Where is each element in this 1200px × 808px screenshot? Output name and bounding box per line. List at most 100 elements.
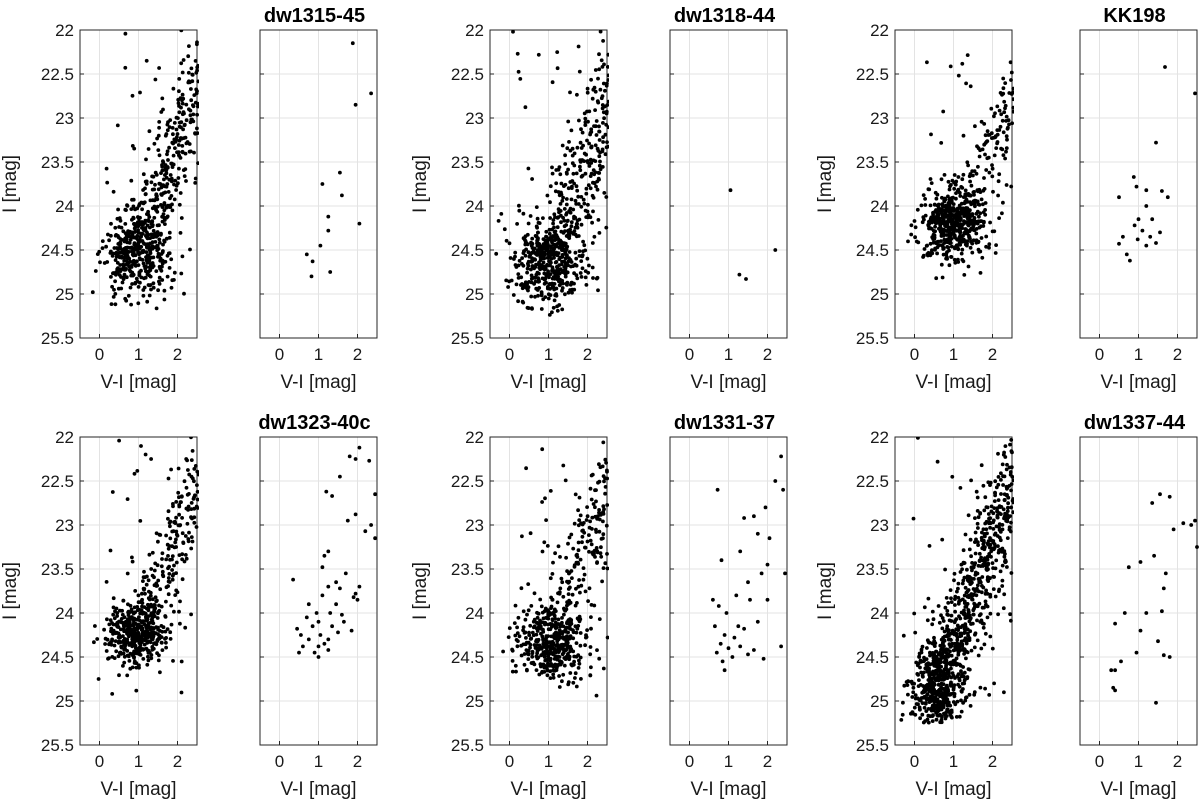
data-point xyxy=(127,616,132,620)
data-point xyxy=(540,500,544,504)
data-point xyxy=(585,514,590,519)
data-point xyxy=(316,619,321,624)
data-point xyxy=(174,137,179,142)
data-point xyxy=(114,630,119,635)
data-point xyxy=(584,152,588,157)
y-tick-label: 23.5 xyxy=(451,560,484,579)
data-point xyxy=(338,170,342,175)
data-point xyxy=(965,53,970,57)
data-point xyxy=(985,604,990,609)
data-point xyxy=(1161,586,1166,591)
data-point xyxy=(129,302,134,307)
data-point xyxy=(600,464,605,469)
data-point xyxy=(548,576,553,581)
data-point xyxy=(590,220,594,225)
data-point xyxy=(959,674,964,679)
data-point xyxy=(567,250,572,254)
data-point xyxy=(98,260,102,265)
data-point xyxy=(515,222,519,226)
data-point xyxy=(969,202,974,207)
data-point xyxy=(568,646,573,651)
data-point xyxy=(120,280,125,285)
data-point xyxy=(965,602,970,606)
data-point xyxy=(312,650,317,655)
data-point xyxy=(182,122,187,127)
data-point xyxy=(562,612,566,617)
data-point xyxy=(965,615,969,620)
data-point xyxy=(941,673,946,677)
data-point xyxy=(1010,498,1014,503)
data-point xyxy=(107,622,112,627)
data-point xyxy=(951,213,956,218)
data-point xyxy=(174,545,179,549)
data-point xyxy=(1161,653,1166,658)
data-point xyxy=(599,58,604,63)
data-point xyxy=(1138,628,1143,633)
data-point xyxy=(934,671,939,676)
y-tick-label: 25 xyxy=(55,285,74,304)
data-point xyxy=(995,509,999,514)
data-point xyxy=(913,630,918,635)
data-point xyxy=(160,250,165,255)
data-point xyxy=(995,128,1000,133)
data-point xyxy=(939,177,944,182)
data-point xyxy=(975,540,980,545)
data-point xyxy=(982,142,987,147)
data-point xyxy=(589,542,594,547)
data-point xyxy=(994,146,999,151)
data-point xyxy=(602,191,607,195)
data-point xyxy=(1000,211,1004,216)
data-point xyxy=(949,613,954,618)
data-point xyxy=(997,522,1002,527)
data-point xyxy=(560,281,565,286)
data-point xyxy=(1004,114,1009,119)
y-tick-label: 24 xyxy=(55,604,74,623)
data-point xyxy=(351,595,356,600)
data-point xyxy=(155,244,160,248)
data-point xyxy=(966,513,971,518)
data-point xyxy=(985,554,990,559)
data-point xyxy=(603,485,608,489)
data-point xyxy=(988,525,992,530)
data-point xyxy=(111,596,116,601)
data-point xyxy=(1009,78,1013,82)
data-point xyxy=(132,222,137,226)
data-point xyxy=(926,596,931,601)
panel-title: dw1318-44 xyxy=(674,5,776,27)
data-point xyxy=(960,177,965,182)
y-axis-label: I [mag] xyxy=(410,562,431,620)
data-point xyxy=(535,288,540,292)
data-point xyxy=(984,527,989,532)
data-point xyxy=(939,637,944,642)
data-point xyxy=(564,555,568,560)
data-point xyxy=(555,66,560,71)
data-point xyxy=(128,666,133,671)
data-point xyxy=(996,612,1000,617)
data-point xyxy=(132,471,137,476)
data-point xyxy=(927,544,932,548)
data-point xyxy=(596,76,600,81)
data-point xyxy=(781,487,785,492)
data-point xyxy=(148,268,153,273)
data-point xyxy=(952,257,957,262)
data-point xyxy=(1009,618,1013,623)
data-point xyxy=(184,179,188,183)
data-point xyxy=(574,256,579,261)
data-point xyxy=(145,258,149,263)
data-point xyxy=(1004,134,1009,139)
data-point xyxy=(571,264,575,268)
data-point xyxy=(604,109,609,114)
data-point xyxy=(958,616,963,621)
data-point xyxy=(955,699,960,704)
data-point xyxy=(1005,516,1010,520)
data-point xyxy=(166,251,171,256)
data-point xyxy=(993,479,998,484)
data-point xyxy=(953,182,958,187)
data-point xyxy=(952,620,957,625)
data-point xyxy=(589,665,593,670)
data-point xyxy=(545,673,550,678)
data-point xyxy=(974,489,979,494)
data-point xyxy=(947,206,952,211)
data-point xyxy=(592,603,597,608)
